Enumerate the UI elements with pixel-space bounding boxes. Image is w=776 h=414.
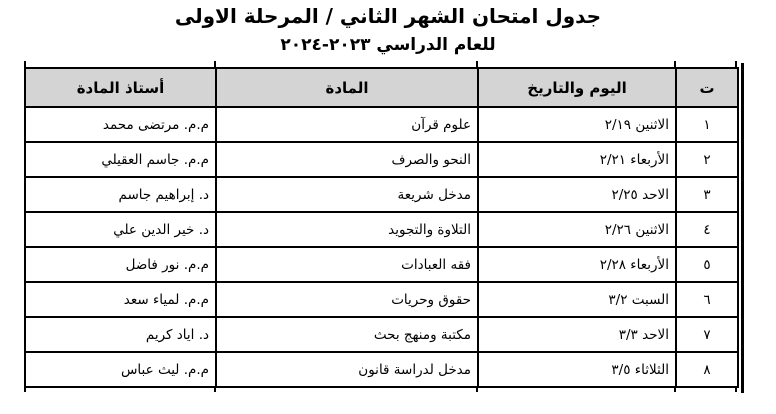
border-stub [735, 61, 737, 67]
day-date-cell: الأربعاء ٢/٢١ [477, 141, 677, 178]
day-date-cell: الاحد ٢/٢٥ [477, 176, 677, 213]
header-number: ت [675, 67, 739, 108]
table-row: ٦ السبت ٣/٢ حقوق وحريات م.م. لمياء سعد [24, 281, 739, 318]
teacher-cell: د. اياد كريم [24, 316, 217, 353]
table-row: ٥ الأربعاء ٢/٢٨ فقه العبادات م.م. نور فا… [24, 246, 739, 283]
border-stub [476, 386, 478, 392]
row-number-cell: ١ [675, 106, 739, 143]
border-stub [214, 386, 216, 392]
academic-year-subtitle: للعام الدراسي ٢٠٢٣-٢٠٢٤ [280, 35, 496, 55]
subject-cell: النحو والصرف [215, 141, 479, 178]
row-number-cell: ٤ [675, 211, 739, 248]
day-date-cell: الاثنين ٢/١٩ [477, 106, 677, 143]
table-row: ٧ الاحد ٣/٣ مكتبة ومنهج بحث د. اياد كريم [24, 316, 739, 353]
row-number-cell: ٢ [675, 141, 739, 178]
day-date-cell: الثلاثاء ٣/٥ [477, 351, 677, 388]
row-number-cell: ٦ [675, 281, 739, 318]
table-row: ٤ الاثنين ٢/٢٦ التلاوة والتجويد د. خير ا… [24, 211, 739, 248]
teacher-cell: م.م. مرتضى محمد [24, 106, 217, 143]
header-subject: المادة [215, 67, 479, 108]
table-row: ٢ الأربعاء ٢/٢١ النحو والصرف م.م. جاسم ا… [24, 141, 739, 178]
subject-cell: مكتبة ومنهج بحث [215, 316, 479, 353]
table-header-row: ت اليوم والتاريخ المادة أستاذ المادة [24, 67, 739, 108]
subject-cell: علوم قرآن [215, 106, 479, 143]
border-stub [674, 386, 676, 392]
teacher-cell: م.م. ليث عباس [24, 351, 217, 388]
subject-cell: التلاوة والتجويد [215, 211, 479, 248]
subject-cell: حقوق وحريات [215, 281, 479, 318]
border-stub [214, 61, 216, 67]
row-number-cell: ٨ [675, 351, 739, 388]
document-title: جدول امتحان الشهر الثاني / المرحلة الاول… [174, 4, 602, 28]
subject-cell: فقه العبادات [215, 246, 479, 283]
border-stub [476, 61, 478, 67]
row-number-cell: ٥ [675, 246, 739, 283]
border-stub [24, 61, 26, 67]
border-stub [674, 61, 676, 67]
teacher-cell: م.م. جاسم العقيلي [24, 141, 217, 178]
table-outer-right-border [741, 63, 744, 393]
day-date-cell: السبت ٣/٢ [477, 281, 677, 318]
teacher-cell: د. خير الدين علي [24, 211, 217, 248]
day-date-cell: الاحد ٣/٣ [477, 316, 677, 353]
table-row: ٨ الثلاثاء ٣/٥ مدخل لدراسة قانون م.م. لي… [24, 351, 739, 388]
row-number-cell: ٣ [675, 176, 739, 213]
teacher-cell: د. إبراهيم جاسم [24, 176, 217, 213]
day-date-cell: الأربعاء ٢/٢٨ [477, 246, 677, 283]
subject-cell: مدخل شريعة [215, 176, 479, 213]
border-stub [735, 386, 737, 392]
header-day-date: اليوم والتاريخ [477, 67, 677, 108]
exam-schedule-table: ت اليوم والتاريخ المادة أستاذ المادة ١ ا… [24, 67, 739, 388]
day-date-cell: الاثنين ٢/٢٦ [477, 211, 677, 248]
header-teacher: أستاذ المادة [24, 67, 217, 108]
teacher-cell: م.م. لمياء سعد [24, 281, 217, 318]
table-row: ١ الاثنين ٢/١٩ علوم قرآن م.م. مرتضى محمد [24, 106, 739, 143]
border-stub [24, 386, 26, 392]
row-number-cell: ٧ [675, 316, 739, 353]
subject-cell: مدخل لدراسة قانون [215, 351, 479, 388]
teacher-cell: م.م. نور فاضل [24, 246, 217, 283]
table-row: ٣ الاحد ٢/٢٥ مدخل شريعة د. إبراهيم جاسم [24, 176, 739, 213]
